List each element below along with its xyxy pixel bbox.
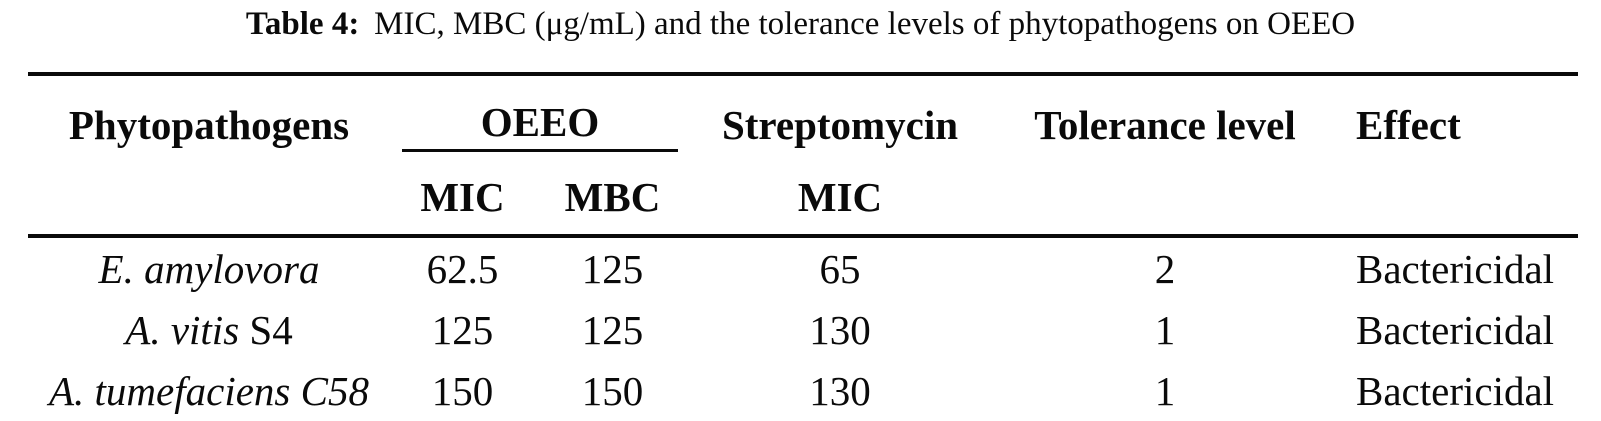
cell-pathogen: A. vitis S4 — [28, 299, 390, 360]
cell-streptomycin-mic: 130 — [690, 360, 991, 421]
pathogen-name-roman: S4 — [239, 306, 293, 353]
oeeo-group-label: OEEO — [402, 98, 679, 152]
cell-oeeo-mbc: 150 — [535, 360, 691, 421]
cell-streptomycin-mic: 65 — [819, 245, 861, 292]
pathogen-name-italic: A. tumefaciens C58 — [49, 367, 369, 414]
cell-oeeo-mic: 125 — [431, 306, 494, 353]
mic-mbc-tolerance-table: Phytopathogens OEEO Streptomycin Toleran… — [28, 72, 1579, 421]
cell-effect: Bactericidal — [1356, 245, 1555, 292]
cell-oeeo-mic: 150 — [390, 360, 535, 421]
table-caption-label: Table 4: — [245, 6, 360, 42]
table-row-e-amylovora: E. amylovora 62.5 125 65 2 Bactericidal — [28, 236, 1578, 299]
table-header: Phytopathogens OEEO Streptomycin Toleran… — [28, 72, 1579, 238]
cell-effect: Bactericidal — [1356, 306, 1555, 353]
pathogen-name-italic: E. amylovora — [98, 245, 320, 292]
sub-header-streptomycin-mic: MIC — [690, 159, 991, 238]
cell-effect: Bactericidal — [1340, 360, 1579, 421]
col-header-effect: Effect — [1340, 72, 1579, 159]
col-header-streptomycin: Streptomycin — [690, 72, 991, 159]
col-header-phytopathogens: Phytopathogens — [28, 72, 390, 159]
cell-tolerance-level: 2 — [1154, 245, 1176, 292]
col-group-header-oeeo: OEEO — [390, 72, 691, 159]
table-caption: Table 4: MIC, MBC (μg/mL) and the toleran… — [0, 0, 1601, 72]
cell-tolerance-level: 1 — [1154, 306, 1176, 353]
table-row-a-vitis-s4: A. vitis S4 125 125 130 1 Bactericidal — [28, 299, 1578, 360]
cell-pathogen: A. tumefaciens C58 — [28, 360, 390, 421]
cell-pathogen: E. amylovora — [28, 236, 390, 299]
header-row-subcolumns: MIC MBC MIC — [28, 159, 1579, 238]
sub-header-empty-tolerance — [990, 159, 1341, 238]
sub-header-oeeo-mbc: MBC — [535, 159, 691, 238]
pathogen-name-italic: A. vitis — [125, 306, 240, 353]
cell-oeeo-mbc: 125 — [581, 245, 644, 292]
sub-header-empty-effect — [1340, 159, 1579, 238]
header-row-groups: Phytopathogens OEEO Streptomycin Toleran… — [28, 72, 1579, 159]
sub-header-empty-phytopathogens — [28, 159, 390, 238]
cell-tolerance-level: 1 — [990, 360, 1341, 421]
table-caption-text: MIC, MBC (μg/mL) and the tolerance level… — [374, 6, 1356, 42]
cell-streptomycin-mic: 130 — [809, 306, 871, 353]
cell-oeeo-mic: 62.5 — [426, 245, 499, 292]
sub-header-oeeo-mic: MIC — [390, 159, 535, 238]
table-row-a-tumefaciens-c58: A. tumefaciens C58 150 150 130 1 Bacteri… — [28, 360, 1579, 421]
col-header-tolerance-level: Tolerance level — [990, 72, 1341, 159]
table-body: E. amylovora 62.5 125 65 2 Bactericidal … — [28, 236, 1579, 421]
cell-oeeo-mbc: 125 — [581, 306, 644, 353]
